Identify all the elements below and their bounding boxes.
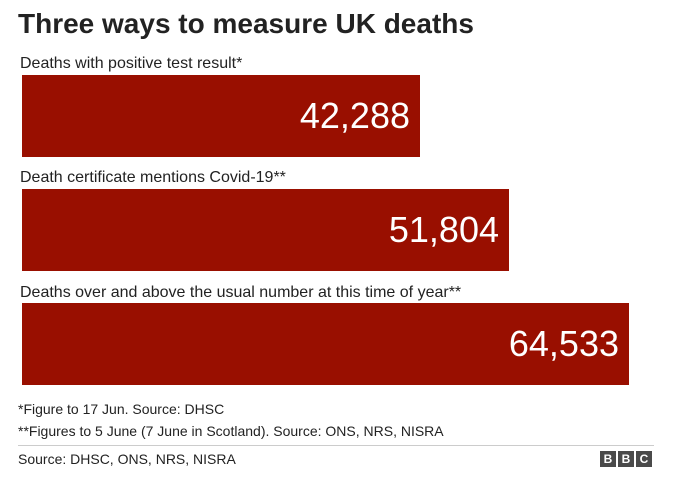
bar-value-label: 64,533: [508, 323, 619, 364]
bbc-logo-letter: B: [600, 451, 616, 467]
bar-value-label: 42,288: [299, 95, 410, 136]
divider: [18, 445, 654, 446]
bar-value-label: 51,804: [388, 209, 499, 250]
bar: 42,288: [22, 75, 420, 157]
source-text: Source: DHSC, ONS, NRS, NISRA: [18, 451, 236, 467]
bar: 51,804: [22, 189, 509, 271]
footnote-1: *Figure to 17 Jun. Source: DHSC: [18, 401, 225, 417]
bar-category-label: Deaths with positive test result*: [20, 55, 243, 72]
chart-title: Three ways to measure UK deaths: [18, 8, 474, 39]
bar-category-label: Death certificate mentions Covid-19**: [20, 169, 286, 186]
bbc-logo-letter: B: [618, 451, 634, 467]
bbc-logo: B B C: [600, 451, 652, 467]
bar-category-label: Deaths over and above the usual number a…: [20, 284, 462, 301]
footnote-2: **Figures to 5 June (7 June in Scotland)…: [18, 423, 444, 439]
bar: 64,533: [22, 303, 629, 385]
bbc-logo-letter: C: [636, 451, 652, 467]
